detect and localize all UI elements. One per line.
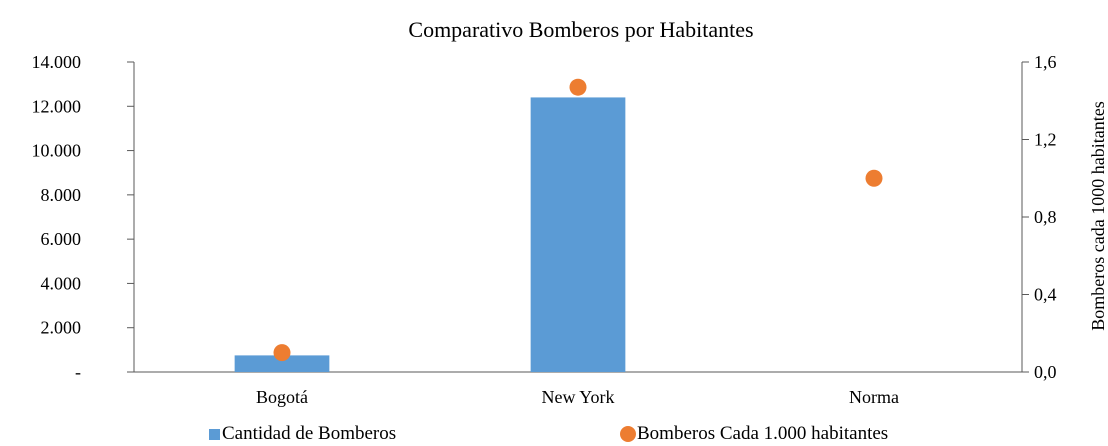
legend: Cantidad de Bomberos Bomberos Cada 1.000… (209, 423, 888, 444)
chart-title: Comparativo Bomberos por Habitantes (408, 17, 753, 42)
right-tick-label: 1,2 (1034, 130, 1057, 150)
scatter-point (569, 78, 587, 96)
bar-series (234, 97, 626, 372)
left-y-axis: - 2.000 4.000 6.000 8.000 10.000 12.000 14.000 (32, 52, 135, 382)
legend-swatch-bomberos-cada (620, 426, 636, 442)
x-tick-label: New York (541, 387, 614, 407)
x-axis: Bogotá New York Norma (134, 371, 1022, 407)
left-tick-label: 14.000 (32, 52, 82, 72)
left-tick-label: 2.000 (41, 318, 82, 338)
right-y-axis: 0,0 0,4 0,8 1,2 1,6 (1021, 52, 1057, 382)
right-tick-label: 0,4 (1034, 285, 1057, 305)
legend-label-cantidad: Cantidad de Bomberos (222, 423, 396, 444)
x-tick-label: Norma (849, 387, 899, 407)
left-tick-label: 6.000 (41, 229, 82, 249)
bar (234, 355, 330, 372)
right-axis-title: Bomberos cada 1000 habitantes (1088, 101, 1108, 330)
right-tick-label: 0,0 (1034, 362, 1057, 382)
legend-swatch-cantidad (209, 429, 220, 440)
legend-label-bomberos-cada: Bomberos Cada 1.000 habitantes (637, 423, 888, 444)
scatter-point (865, 169, 883, 187)
bar (530, 97, 626, 372)
left-tick-label: 4.000 (41, 273, 82, 293)
scatter-series (273, 78, 883, 362)
scatter-point (273, 344, 291, 362)
left-tick-label: 8.000 (41, 185, 82, 205)
right-tick-label: 0,8 (1034, 207, 1057, 227)
left-tick-label: 12.000 (32, 96, 82, 116)
right-tick-label: 1,6 (1034, 52, 1057, 72)
left-tick-label: - (75, 362, 81, 382)
left-tick-label: 10.000 (32, 141, 82, 161)
x-tick-label: Bogotá (256, 387, 308, 407)
